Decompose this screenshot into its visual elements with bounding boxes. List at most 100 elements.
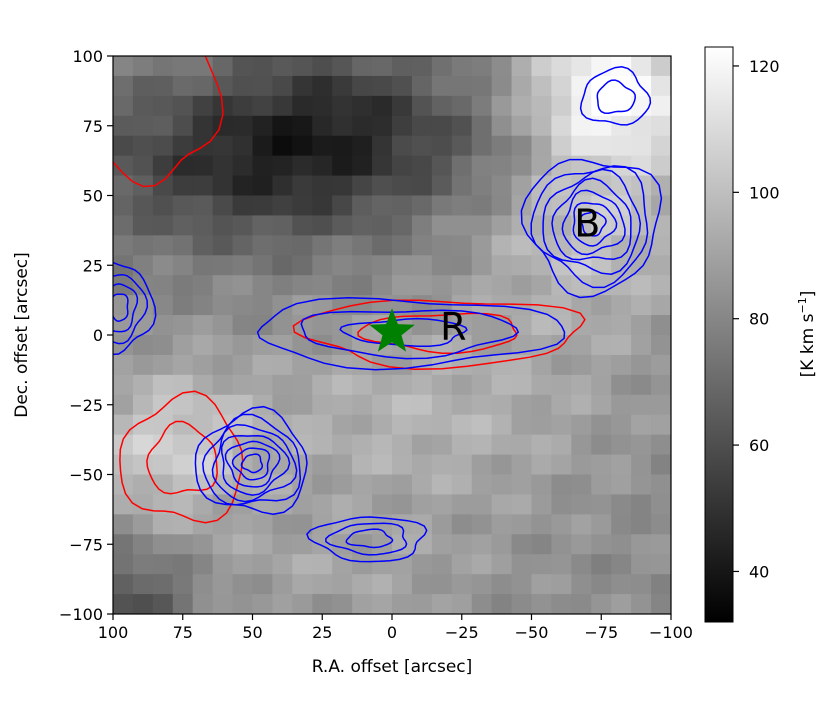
heatmap-cell [332,95,353,117]
heatmap-cell [212,474,234,496]
heatmap-cell [272,56,293,77]
blue-contour-b [561,189,626,256]
heatmap-cell [591,574,612,595]
heatmap-cell [132,335,154,356]
heatmap-cell [312,195,333,217]
heatmap-cell [152,574,174,595]
heatmap-cell [531,494,553,515]
heatmap-cell [451,215,473,236]
heatmap-cell [651,95,671,117]
heatmap-cell [392,215,413,236]
heatmap-cell [392,115,413,137]
heatmap-cell [192,594,214,614]
heatmap-cell [471,394,493,416]
heatmap-cell [551,454,572,476]
heatmap-cell [192,75,214,97]
colorbar-axis: 40 60 80 100 120 [733,57,780,581]
heatmap-cell [571,135,592,157]
y-tick-label: −50 [69,466,103,485]
heatmap-cell [192,295,214,316]
heatmap-cell [172,335,194,356]
heatmap-cell [113,175,134,197]
heatmap-cell [292,574,313,595]
heatmap-cell [651,135,671,157]
heatmap-cell [631,474,652,496]
blue-contour-b [551,177,632,261]
heatmap-cell [411,315,433,336]
heatmap-cell [511,295,533,316]
heatmap-cell [451,335,473,356]
heatmap-cell [232,514,254,535]
heatmap-cell [252,75,274,97]
heatmap-cell [332,414,353,436]
contour-overlay [113,56,663,563]
heatmap-cell [471,56,493,77]
heatmap-cell [631,534,652,555]
heatmap-cell [272,95,293,117]
heatmap-cell [192,215,214,236]
heatmap-cell [172,594,194,614]
heatmap-cell [192,275,214,296]
heatmap-cell [631,514,652,535]
heatmap-cell [551,554,572,575]
heatmap-cell [352,115,373,137]
heatmap-cell [411,554,433,575]
heatmap-cell [411,494,433,515]
heatmap-cell [451,255,473,276]
heatmap-cell [292,115,313,137]
heatmap-cell [431,115,453,137]
heatmap-cell [471,474,493,496]
heatmap-cell [392,195,413,217]
heatmap-cell [372,454,393,476]
heatmap-cell [411,394,433,416]
heatmap-cell [232,394,254,416]
heatmap-cell [611,354,632,376]
heatmap-cell [252,414,274,436]
heatmap-cell [511,494,533,515]
heatmap-cell [172,95,194,117]
heatmap-cell [491,494,513,515]
heatmap-cell [392,394,413,416]
blue-contour-r [300,309,520,360]
heatmap-cell [212,574,234,595]
heatmap-cell [651,115,671,137]
heatmap-cell [451,275,473,296]
heatmap-cell [252,514,274,535]
heatmap-cell [332,235,353,256]
heatmap-cell [172,155,194,177]
heatmap-cell [411,354,433,376]
heatmap-cell [451,56,473,77]
heatmap-cell [292,494,313,515]
heatmap-cell [152,454,174,476]
heatmap-cell [431,195,453,217]
heatmap-cell [591,335,612,356]
heatmap-cell [292,135,313,157]
heatmap-cell [113,454,134,476]
heatmap-cell [591,135,612,157]
heatmap-cell [631,335,652,356]
heatmap-cell [392,494,413,515]
heatmap-cell [272,374,293,396]
heatmap-cell [531,374,553,396]
heatmap-cell [551,434,572,456]
x-tick-label: −75 [584,623,618,642]
heatmap-cell [631,434,652,456]
heatmap-cell [152,135,174,157]
heatmap-cell [392,56,413,77]
heatmap-cell [491,255,513,276]
heatmap-cell [152,434,174,456]
heatmap-cell [571,514,592,535]
heatmap-cell [651,75,671,97]
heatmap-cell [113,295,134,316]
heatmap-cell [392,95,413,117]
heatmap-cell [332,454,353,476]
heatmap-cell [272,255,293,276]
heatmap-cell [571,56,592,77]
heatmap-cell [591,115,612,137]
heatmap-cell [451,155,473,177]
heatmap-cell [132,155,154,177]
heatmap-cell [491,215,513,236]
y-tick-label: −75 [69,535,103,554]
heatmap-cell [491,454,513,476]
heatmap-cell [172,175,194,197]
